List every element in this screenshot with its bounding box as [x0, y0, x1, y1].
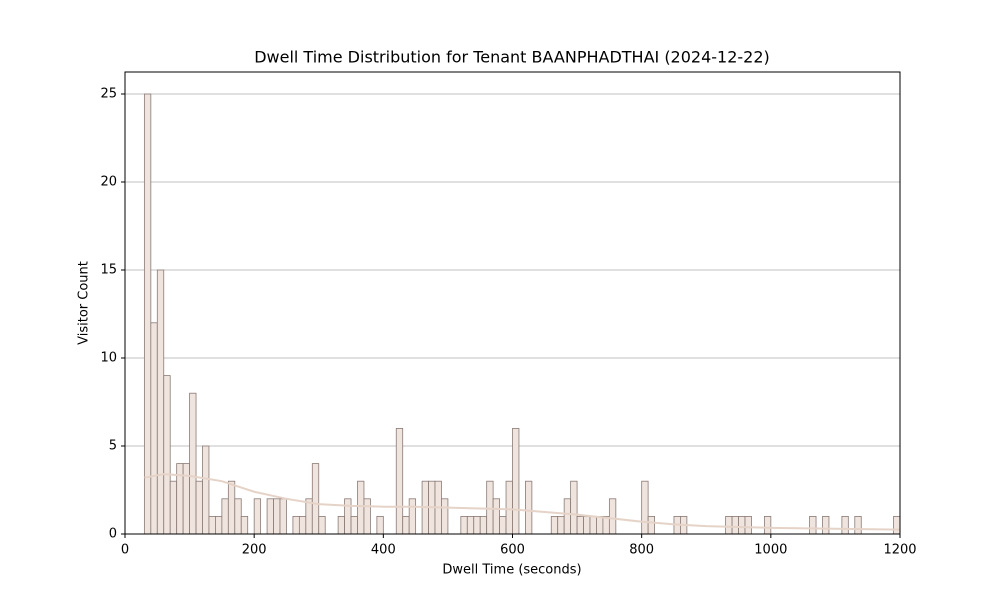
bar — [292, 516, 300, 535]
y-axis-label: Visitor Count — [77, 261, 92, 345]
bar — [809, 516, 817, 535]
x-tick-label: 800 — [629, 543, 654, 558]
x-tick-label: 400 — [371, 543, 396, 558]
bar — [763, 516, 772, 535]
x-tick-label: 1200 — [883, 543, 916, 558]
bar — [273, 498, 281, 535]
y-tick-label: 25 — [100, 87, 117, 102]
bar — [363, 498, 371, 535]
bar — [725, 516, 733, 535]
bar — [557, 516, 565, 535]
bar — [202, 445, 210, 535]
bar — [744, 516, 752, 535]
bar — [266, 498, 274, 535]
bar — [253, 498, 262, 535]
y-tick-label: 15 — [100, 263, 117, 278]
bar — [395, 427, 404, 535]
y-tick-label: 10 — [100, 351, 117, 366]
bar — [608, 498, 617, 535]
bar — [208, 516, 216, 535]
bar — [215, 516, 223, 535]
bar — [822, 516, 830, 535]
bar — [156, 269, 165, 535]
bar — [240, 516, 249, 535]
bar — [499, 516, 507, 535]
y-tick-label: 0 — [109, 527, 117, 542]
bar — [479, 516, 488, 535]
bar — [408, 498, 417, 535]
bar — [227, 480, 236, 535]
bar — [279, 498, 287, 535]
bar — [169, 480, 178, 535]
x-tick-label: 1000 — [754, 543, 787, 558]
bar — [195, 480, 203, 535]
chart-title: Dwell Time Distribution for Tenant BAANP… — [254, 48, 770, 67]
kde-line — [144, 473, 901, 531]
bar — [563, 498, 572, 535]
bar — [234, 498, 242, 535]
bar — [182, 463, 190, 535]
bar — [596, 516, 604, 535]
bar — [221, 498, 229, 535]
bar — [357, 480, 365, 535]
x-tick-label: 200 — [242, 543, 267, 558]
bar — [441, 498, 449, 535]
bar — [738, 516, 746, 535]
bar — [893, 516, 901, 535]
bar — [150, 322, 158, 535]
bar — [589, 516, 597, 535]
bar — [641, 480, 649, 535]
bar — [376, 516, 384, 535]
bar — [402, 516, 410, 535]
bar — [460, 516, 468, 535]
bar — [337, 516, 345, 535]
bar — [298, 516, 307, 535]
bar — [486, 480, 494, 535]
bar — [583, 516, 591, 535]
bar — [647, 516, 655, 535]
bar — [525, 480, 533, 535]
y-tick-label: 20 — [100, 175, 117, 190]
plot-frame — [124, 71, 901, 535]
bar — [189, 392, 197, 535]
bar — [143, 93, 152, 535]
bar — [854, 516, 862, 535]
bar — [311, 463, 320, 535]
x-tick-label: 600 — [500, 543, 525, 558]
bar — [731, 516, 739, 535]
x-axis-label: Dwell Time (seconds) — [442, 563, 581, 578]
bar — [350, 516, 358, 535]
y-tick-label: 5 — [109, 439, 117, 454]
bar — [344, 498, 352, 535]
bar — [841, 516, 849, 535]
bar — [492, 498, 500, 535]
bar — [466, 516, 475, 535]
bar — [163, 375, 171, 535]
bar — [550, 516, 559, 535]
x-tick-label: 0 — [121, 543, 129, 558]
bar — [318, 516, 326, 535]
bar — [576, 516, 584, 535]
bar — [505, 480, 513, 535]
bar — [512, 427, 520, 535]
bar — [305, 498, 313, 535]
bar — [473, 516, 481, 535]
bar — [570, 480, 578, 535]
